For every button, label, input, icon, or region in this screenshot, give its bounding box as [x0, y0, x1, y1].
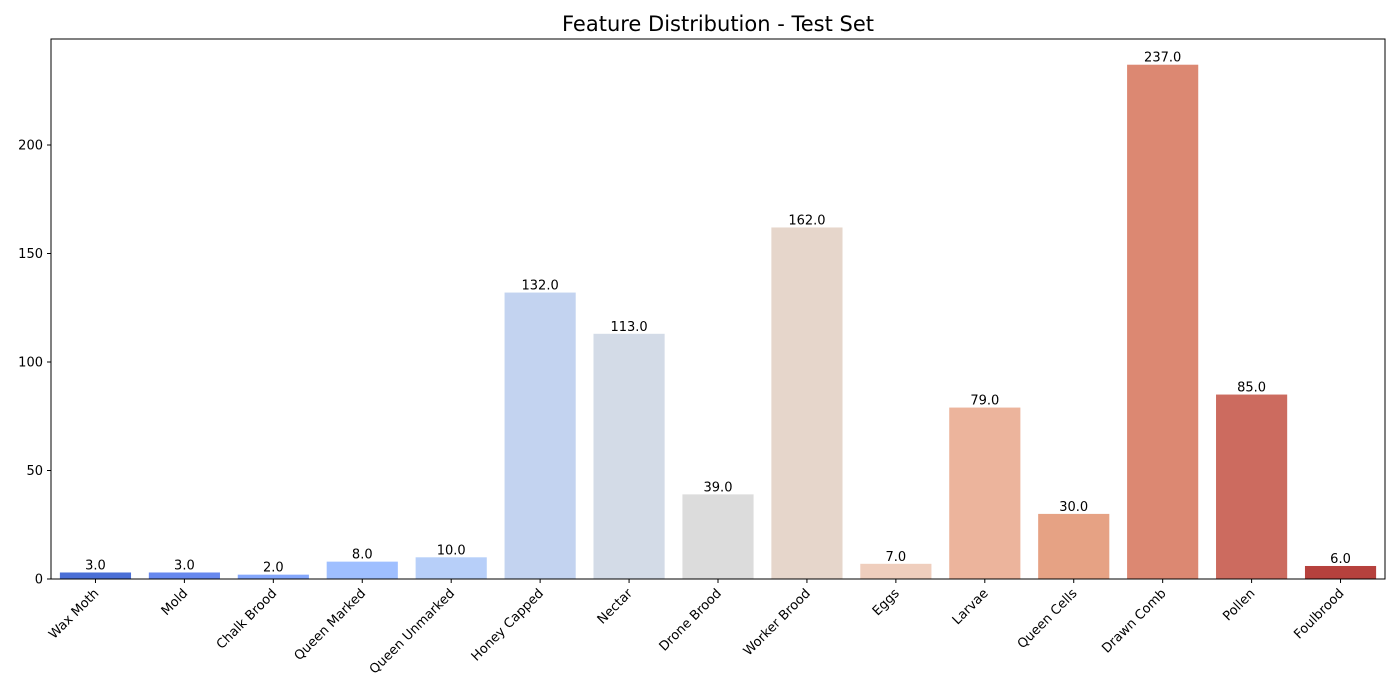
- x-tick-label: Wax Moth: [46, 586, 102, 642]
- x-tick-label: Honey Capped: [469, 586, 547, 664]
- bar: [1038, 513, 1110, 579]
- data-label: 85.0: [1237, 381, 1266, 396]
- chart-title: Feature Distribution - Test Set: [562, 12, 874, 36]
- data-label: 7.0: [886, 550, 907, 565]
- bar: [682, 494, 754, 579]
- data-label: 3.0: [174, 558, 195, 573]
- data-label: 162.0: [788, 213, 825, 228]
- x-tick-label: Mold: [159, 586, 192, 619]
- bars-group: 3.0 3.0 2.0 8.0 10.0 132.0 113.0 39.0 162.0 7.0 79…: [59, 51, 1377, 579]
- bar: [1127, 64, 1199, 579]
- x-tick-label: Chalk Brood: [214, 586, 280, 652]
- data-label: 113.0: [610, 320, 647, 335]
- y-tick-label: 200: [18, 139, 43, 154]
- x-tick-label: Worker Brood: [741, 586, 814, 659]
- bar: [771, 227, 843, 579]
- bar: [1216, 394, 1288, 579]
- data-label: 39.0: [704, 480, 733, 495]
- x-axis: Wax Moth Mold Chalk Brood Queen MarkedQueen…: [46, 579, 1347, 677]
- y-tick-label: 0: [35, 573, 43, 588]
- data-label: 3.0: [85, 558, 106, 573]
- plot-frame: [50, 38, 1386, 580]
- bar: [860, 563, 932, 579]
- bar: [504, 292, 576, 579]
- data-label: 8.0: [352, 548, 373, 563]
- y-axis: 0 50 100 150 200: [18, 139, 51, 588]
- x-tick-label: Drone Brood: [657, 586, 725, 654]
- x-tick-label: Queen Cells: [1015, 586, 1081, 652]
- data-label: 79.0: [970, 394, 999, 409]
- data-label: 132.0: [522, 279, 559, 294]
- bar: [1304, 565, 1377, 579]
- data-label: 237.0: [1144, 51, 1181, 66]
- bar: [415, 557, 487, 579]
- bar: [237, 574, 309, 579]
- x-tick-label: Eggs: [870, 586, 903, 619]
- data-label: 30.0: [1059, 500, 1088, 515]
- bar: [148, 572, 220, 579]
- x-tick-label: Nectar: [595, 586, 637, 628]
- data-label: 10.0: [437, 543, 466, 558]
- x-tick-label: Foulbrood: [1291, 586, 1347, 642]
- data-label: 6.0: [1330, 552, 1351, 567]
- y-tick-label: 100: [18, 356, 43, 371]
- bar: [593, 333, 665, 579]
- data-label: 2.0: [263, 561, 284, 576]
- bar: [59, 572, 132, 579]
- x-tick-label: Drawn Comb: [1099, 586, 1169, 656]
- bar: [949, 407, 1021, 579]
- x-tick-label: Queen Marked: [292, 586, 370, 664]
- y-tick-label: 50: [26, 464, 43, 479]
- x-tick-label: Larvae: [950, 586, 992, 628]
- bar: [326, 561, 398, 579]
- y-tick-label: 150: [18, 247, 43, 262]
- x-tick-label: Queen Unmarked: [367, 586, 458, 677]
- x-tick-label: Pollen: [1220, 586, 1258, 624]
